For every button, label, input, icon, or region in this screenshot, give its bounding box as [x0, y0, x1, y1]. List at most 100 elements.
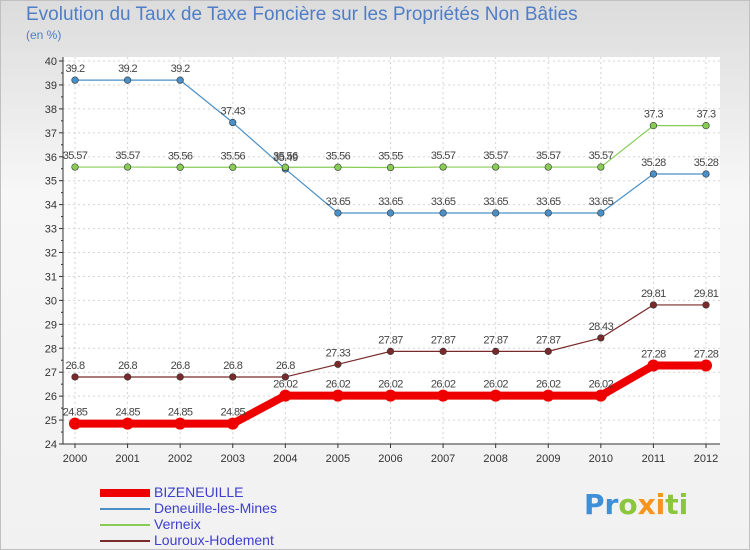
data-point [71, 163, 79, 171]
data-label: 35.57 [63, 150, 88, 162]
data-point [492, 163, 500, 171]
data-point [647, 359, 660, 372]
data-point [597, 163, 605, 171]
data-label: 26.8 [276, 360, 295, 372]
data-label: 26.8 [118, 360, 137, 372]
x-tick-label: 2012 [694, 453, 718, 465]
data-label: 33.65 [378, 196, 403, 208]
legend-swatch [100, 489, 150, 497]
legend-item: Louroux-Hodement [100, 532, 360, 548]
y-tick-label: 36 [45, 152, 57, 164]
data-label: 24.85 [115, 407, 140, 419]
data-point [123, 76, 132, 84]
x-tick-label: 2004 [273, 453, 297, 465]
data-label: 35.57 [431, 150, 456, 162]
x-tick-label: 2011 [642, 453, 666, 465]
x-tick-label: 2008 [483, 453, 507, 465]
data-label: 27.33 [326, 347, 351, 359]
legend-label: BIZENEUILLE [154, 484, 244, 500]
data-label: 39.2 [118, 63, 137, 75]
data-point [492, 347, 500, 355]
data-label: 26.02 [589, 379, 614, 391]
legend-item: Deneuille-les-Mines [100, 500, 360, 516]
data-label: 33.65 [483, 196, 508, 208]
data-point [281, 163, 289, 171]
data-point [544, 347, 552, 355]
data-label: 33.65 [589, 196, 614, 208]
data-label: 35.56 [220, 150, 245, 162]
data-point [702, 170, 710, 178]
x-tick-label: 2003 [221, 453, 245, 465]
data-label: 27.87 [536, 334, 561, 346]
data-label: 26.8 [171, 360, 190, 372]
data-label: 37.3 [696, 109, 715, 121]
data-label: 26.02 [273, 379, 298, 391]
data-label: 26.02 [483, 379, 508, 391]
y-tick-label: 28 [45, 343, 57, 355]
data-point [279, 389, 292, 402]
legend-label: Verneix [154, 516, 201, 532]
y-tick-label: 27 [45, 367, 57, 379]
y-tick-label: 40 [45, 56, 57, 68]
data-point [386, 347, 395, 355]
data-point [489, 389, 502, 402]
y-tick-label: 25 [45, 415, 57, 427]
data-point [702, 122, 710, 130]
data-point [700, 359, 712, 372]
data-label: 26.02 [431, 379, 456, 391]
data-label: 27.28 [641, 348, 666, 360]
data-point [334, 209, 342, 217]
data-label: 35.57 [536, 150, 561, 162]
legend-swatch [100, 540, 150, 542]
logo-letter: o [618, 488, 638, 521]
x-tick-label: 2002 [168, 453, 192, 465]
logo-letter: i [678, 488, 689, 521]
chart-title: Evolution du Taux de Taxe Foncière sur l… [26, 4, 578, 25]
data-label: 26.02 [326, 379, 351, 391]
data-point [597, 209, 605, 217]
y-tick-label: 31 [45, 271, 57, 283]
data-label: 27.87 [483, 334, 508, 346]
data-point [229, 118, 237, 127]
data-point [174, 417, 187, 430]
data-label: 27.87 [431, 334, 456, 346]
data-label: 37.43 [220, 106, 245, 118]
x-tick-label: 2010 [589, 453, 613, 465]
data-label: 29.81 [694, 288, 719, 300]
data-label: 29.81 [641, 288, 666, 300]
data-point [334, 360, 342, 368]
data-point [384, 389, 397, 402]
data-label: 35.49 [273, 152, 298, 164]
data-label: 35.57 [115, 150, 140, 162]
data-point [176, 163, 184, 171]
data-label: 33.65 [431, 196, 456, 208]
data-point [71, 373, 79, 381]
data-point [331, 389, 344, 402]
data-label: 35.28 [641, 157, 666, 169]
proxiti-logo: Proxiti [584, 488, 688, 521]
data-point [123, 163, 132, 171]
data-point [69, 417, 81, 430]
legend-item: BIZENEUILLE [100, 484, 360, 500]
x-tick-label: 2009 [536, 453, 560, 465]
y-tick-label: 38 [45, 104, 57, 116]
data-point [123, 373, 132, 381]
data-label: 33.65 [536, 196, 561, 208]
x-tick-label: 2005 [326, 453, 350, 465]
y-axis-unit: (en %) [26, 28, 62, 42]
logo-letter: i [655, 488, 666, 521]
data-point [439, 209, 447, 217]
legend-label: Deneuille-les-Mines [154, 500, 277, 516]
y-tick-label: 26 [45, 391, 57, 403]
data-label: 26.02 [536, 379, 561, 391]
data-point [649, 170, 658, 178]
y-tick-label: 34 [45, 200, 57, 212]
data-point [597, 334, 605, 342]
x-tick-label: 2000 [63, 453, 87, 465]
data-point [439, 163, 447, 171]
plot-area [63, 57, 720, 444]
data-point [649, 122, 658, 130]
data-point [281, 373, 289, 381]
data-point [334, 163, 342, 171]
